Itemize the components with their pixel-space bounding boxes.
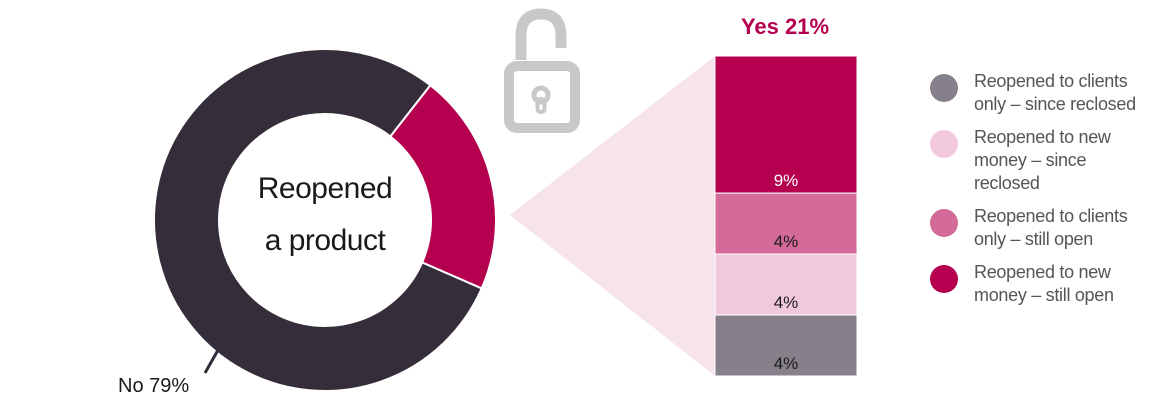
legend-label-line: only – still open bbox=[974, 229, 1093, 249]
legend-label-line: Reopened to new bbox=[974, 127, 1111, 147]
breakdown-segment-label-0: 9% bbox=[774, 171, 799, 190]
breakdown-segment-label-2: 4% bbox=[774, 293, 799, 312]
legend-swatch bbox=[930, 130, 958, 158]
legend-swatch bbox=[930, 74, 958, 102]
breakdown-segment-2 bbox=[714, 253, 858, 316]
yes-total-label: Yes 21% bbox=[741, 14, 829, 39]
legend-item: Reopened to new money – still open bbox=[930, 261, 1150, 307]
legend-item: Reopened to new money – since reclosed bbox=[930, 126, 1150, 195]
legend-label-line: Reopened to clients bbox=[974, 206, 1128, 226]
breakdown-segment-label-1: 4% bbox=[774, 232, 799, 251]
legend-label-line: Reopened to clients bbox=[974, 71, 1128, 91]
breakdown-connector bbox=[510, 56, 715, 376]
breakdown-segment-3 bbox=[714, 314, 858, 377]
donut-center-label-line1: Reopened bbox=[258, 172, 392, 205]
no-slice-label: No 79% bbox=[118, 375, 189, 397]
legend-label: Reopened to new money – since reclosed bbox=[974, 126, 1150, 195]
legend-label-line: only – since reclosed bbox=[974, 94, 1136, 114]
donut-slice-no bbox=[153, 48, 484, 392]
breakdown-segment-label-3: 4% bbox=[774, 354, 799, 373]
breakdown-segment-1 bbox=[714, 192, 858, 255]
legend-item: Reopened to clients only – since reclosed bbox=[930, 70, 1150, 116]
legend-label-line: money – since bbox=[974, 150, 1087, 170]
legend-swatch bbox=[930, 265, 958, 293]
no-slice-leader-line bbox=[203, 342, 224, 374]
legend-label: Reopened to clients only – still open bbox=[974, 205, 1150, 251]
legend-label-line: money – still open bbox=[974, 285, 1114, 305]
stacked-breakdown-bar: 9% 4% 4% 4% bbox=[714, 55, 858, 377]
legend-item: Reopened to clients only – still open bbox=[930, 205, 1150, 251]
legend-swatch bbox=[930, 209, 958, 237]
legend-label: Reopened to clients only – since reclosed bbox=[974, 70, 1150, 116]
donut-center-label-line2: a product bbox=[265, 224, 387, 257]
legend: Reopened to clients only – since reclosed… bbox=[930, 70, 1150, 317]
legend-label: Reopened to new money – still open bbox=[974, 261, 1150, 307]
unlocked-padlock-icon bbox=[504, 8, 580, 133]
legend-label-line: reclosed bbox=[974, 173, 1040, 193]
donut-chart bbox=[153, 48, 497, 392]
legend-label-line: Reopened to new bbox=[974, 262, 1111, 282]
